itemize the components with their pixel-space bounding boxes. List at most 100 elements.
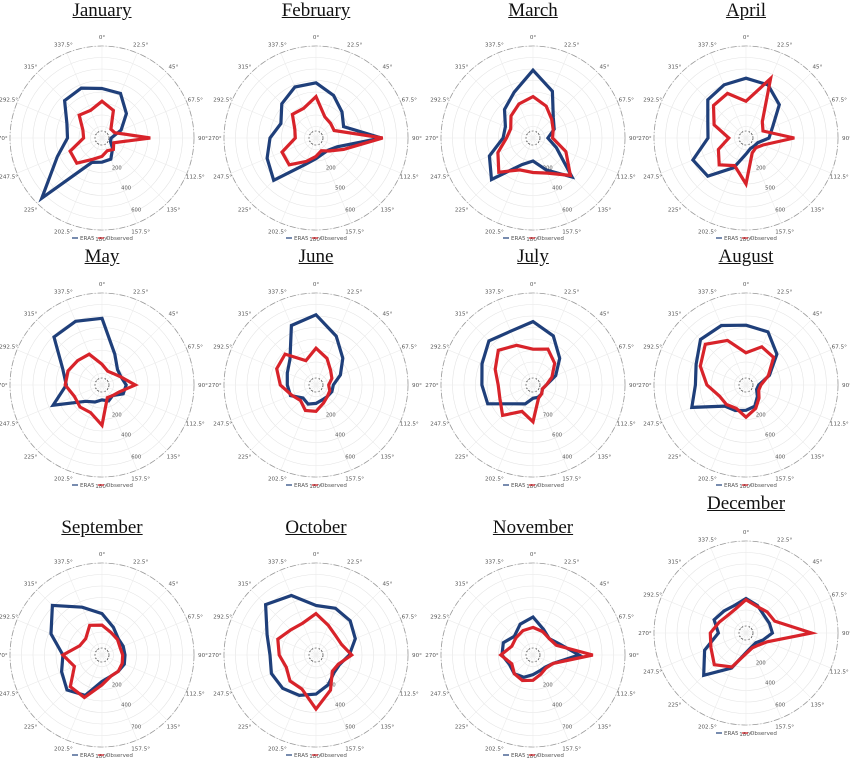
radar-plot-march: 0° 22.5° 45° 67.5° 90° 112.5° 135° 157.5° 180° 20… [425, 35, 639, 243]
angle-tick-label: 90° [412, 136, 422, 142]
angle-tick-label: 315° [24, 582, 38, 588]
angle-tick-label: 67.5° [619, 614, 634, 620]
grid-spoke [467, 319, 534, 386]
grid-spoke [315, 137, 402, 174]
grid-spoke [532, 384, 619, 421]
grid-spoke [315, 102, 402, 139]
grid-spoke [467, 384, 534, 451]
angle-tick-label: 0° [530, 282, 537, 288]
angle-tick-label: 135° [598, 724, 612, 730]
grid-spoke [16, 349, 103, 386]
angle-tick-label: 180° [739, 732, 753, 738]
angle-tick-label: 315° [668, 65, 682, 71]
angle-tick-label: 337.5° [698, 43, 717, 49]
angle-tick-label: 202.5° [268, 229, 287, 235]
radial-tick-label: 200 [112, 683, 122, 689]
series-observed [275, 345, 334, 414]
angle-tick-label: 90° [629, 653, 639, 659]
legend: ERA5 Observed [503, 483, 564, 489]
grid-spoke [101, 654, 168, 721]
grid-spoke [447, 654, 534, 691]
angle-tick-label: 247.5° [0, 692, 18, 698]
angle-tick-label: 157.5° [562, 476, 581, 482]
angle-tick-label: 337.5° [54, 560, 73, 566]
angle-tick-label: 0° [99, 552, 106, 558]
radial-tick-label: 200 [326, 166, 336, 172]
angle-tick-label: 180° [95, 754, 109, 760]
radial-tick-label: 600 [552, 433, 562, 439]
grid-spoke [532, 319, 599, 386]
radial-tick-label: 600 [765, 433, 775, 439]
grid-spoke [745, 102, 832, 139]
angle-tick-label: 0° [743, 282, 750, 288]
radial-tick-label: 200 [756, 166, 766, 172]
angle-tick-label: 202.5° [54, 229, 73, 235]
series-era5 [263, 593, 357, 698]
angle-tick-label: 0° [530, 35, 537, 41]
grid-spoke [745, 349, 832, 386]
angle-tick-label: 135° [598, 207, 612, 213]
grid-spoke [660, 597, 747, 634]
angle-tick-label: 90° [198, 383, 208, 389]
grid-spoke [467, 589, 534, 656]
grid-spoke [497, 654, 534, 741]
angle-tick-label: 292.5° [643, 97, 662, 103]
grid-spoke [745, 547, 782, 634]
grid-spoke [315, 299, 352, 386]
angle-tick-label: 270° [425, 653, 439, 659]
legend: ERA5 Observed [503, 753, 564, 759]
polar-grid [440, 45, 626, 231]
grid-spoke [532, 102, 619, 139]
angle-tick-label: 67.5° [188, 97, 203, 103]
angle-tick-label: 180° [739, 237, 753, 243]
angle-tick-label: 292.5° [213, 344, 232, 350]
angle-tick-label: 135° [381, 454, 395, 460]
radial-tick-label: 400 [775, 454, 785, 460]
angle-tick-label: 225° [455, 724, 469, 730]
angle-tick-label: 45° [382, 312, 392, 318]
angle-tick-label: 337.5° [54, 43, 73, 49]
polar-grid [653, 45, 839, 231]
grid-spoke [745, 632, 832, 669]
grid-spoke [532, 137, 569, 224]
grid-spoke [680, 567, 747, 634]
grid-spoke [680, 384, 747, 451]
grid-spoke [315, 569, 352, 656]
radar-plot-january: 0° 22.5° 45° 67.5° 90° 112.5° 135° 157.5° 180° 20… [0, 35, 208, 243]
angle-tick-label: 67.5° [832, 344, 847, 350]
angle-tick-label: 45° [599, 582, 609, 588]
grid-spoke [250, 384, 317, 451]
angle-tick-label: 225° [24, 724, 38, 730]
grid-spoke [16, 654, 103, 691]
grid-spoke [36, 72, 103, 139]
angle-tick-label: 270° [0, 653, 8, 659]
angle-tick-label: 270° [425, 383, 439, 389]
angle-tick-label: 90° [842, 136, 850, 142]
angle-tick-label: 45° [812, 312, 822, 318]
series-era5 [49, 603, 127, 698]
series-era5 [265, 81, 383, 183]
radar-plot-may: 0° 22.5° 45° 67.5° 90° 112.5° 135° 157.5° 180° 20… [0, 282, 208, 490]
legend-entry: ERA5 [511, 236, 526, 242]
angle-tick-label: 0° [313, 35, 320, 41]
radial-tick-label: 700 [562, 724, 572, 730]
grid-spoke [66, 52, 103, 139]
grid-spoke [315, 137, 382, 204]
angle-tick-label: 247.5° [213, 175, 232, 181]
angle-tick-label: 22.5° [347, 290, 362, 296]
angle-tick-label: 247.5° [430, 422, 449, 428]
grid-spoke [660, 137, 747, 174]
angle-tick-label: 0° [99, 282, 106, 288]
grid-spoke [680, 319, 747, 386]
grid-spoke [532, 349, 619, 386]
grid-spoke [280, 299, 317, 386]
radial-tick-label: 700 [131, 724, 141, 730]
grid-spoke [710, 137, 747, 224]
grid-spoke [101, 319, 168, 386]
angle-tick-label: 90° [629, 383, 639, 389]
angle-tick-label: 225° [238, 207, 252, 213]
angle-tick-label: 270° [0, 136, 8, 142]
legend: ERA5 Observed [716, 483, 777, 489]
angle-tick-label: 180° [95, 237, 109, 243]
angle-tick-label: 135° [167, 454, 181, 460]
